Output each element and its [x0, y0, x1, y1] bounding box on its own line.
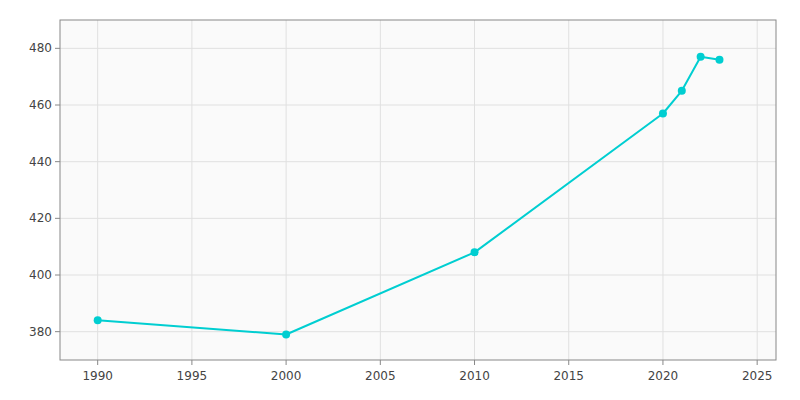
y-tick — [55, 331, 60, 332]
series — [94, 53, 724, 339]
plot-frame — [60, 20, 776, 360]
chart-container: 380 400 420 440 460 480 1990 1995 2000 2005 2010 20… — [0, 0, 800, 400]
x-tick — [474, 360, 475, 365]
grid — [60, 20, 776, 360]
y-grid-line — [60, 48, 776, 49]
point — [659, 110, 667, 118]
y-tick-label: 420 — [29, 211, 52, 225]
y-tick — [55, 105, 60, 106]
y-tick-label: 380 — [29, 325, 52, 339]
x-tick-label: 2025 — [742, 369, 773, 383]
point — [94, 316, 102, 324]
point — [471, 248, 479, 256]
x-grid-line — [380, 20, 381, 360]
y-tick — [55, 161, 60, 162]
y-tick — [55, 275, 60, 276]
x-tick-label: 2010 — [459, 369, 490, 383]
y-grid-line — [60, 331, 776, 332]
x-tick — [380, 360, 381, 365]
x-grid-line — [568, 20, 569, 360]
x-tick-label: 2000 — [271, 369, 302, 383]
y-tick-label: 460 — [29, 98, 52, 112]
x-tick — [286, 360, 287, 365]
x-tick-label: 1995 — [177, 369, 208, 383]
x-tick — [97, 360, 98, 365]
x-tick — [662, 360, 663, 365]
x-grid-line — [474, 20, 475, 360]
chart-svg: 380 400 420 440 460 480 1990 1995 2000 2005 2010 20… — [0, 0, 800, 400]
x-tick-label: 2005 — [365, 369, 396, 383]
plot-background — [60, 20, 776, 360]
point — [697, 53, 705, 61]
x-grid-line — [662, 20, 663, 360]
y-grid-line — [60, 218, 776, 219]
axes: 380 400 420 440 460 480 1990 1995 2000 2005 2010 20… — [29, 20, 776, 383]
y-tick-label: 440 — [29, 155, 52, 169]
y-tick — [55, 48, 60, 49]
line — [98, 57, 720, 335]
y-tick-label: 400 — [29, 268, 52, 282]
y-grid-line — [60, 275, 776, 276]
x-grid-line — [191, 20, 192, 360]
y-grid-line — [60, 161, 776, 162]
point — [282, 331, 290, 339]
x-tick-label: 1990 — [82, 369, 113, 383]
point — [715, 56, 723, 64]
x-tick-label: 2020 — [648, 369, 679, 383]
point — [678, 87, 686, 95]
x-grid-line — [286, 20, 287, 360]
x-tick — [191, 360, 192, 365]
y-tick-label: 480 — [29, 41, 52, 55]
x-tick — [568, 360, 569, 365]
x-grid-line — [757, 20, 758, 360]
x-tick-label: 2015 — [553, 369, 584, 383]
y-tick — [55, 218, 60, 219]
x-tick — [757, 360, 758, 365]
x-grid-line — [97, 20, 98, 360]
